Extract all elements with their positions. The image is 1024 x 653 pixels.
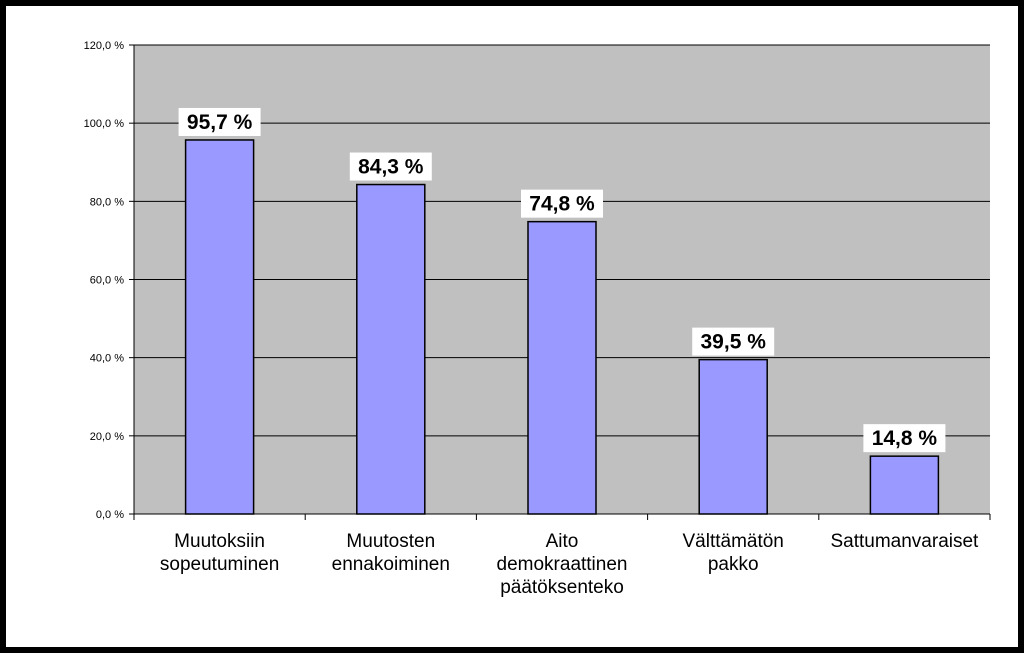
y-tick-label: 20,0 % [90,431,124,443]
data-label: 14,8 % [872,427,938,450]
data-label: 95,7 % [187,111,253,134]
y-tick-label: 100,0 % [84,118,125,130]
bar [356,183,426,515]
bar [527,220,597,515]
data-label-box [521,189,603,218]
y-tick-label: 60,0 % [90,275,124,287]
data-label-box [692,327,775,356]
category-label: Sattumanvaraiset [830,531,979,552]
data-label: 84,3 % [358,156,424,179]
y-tick-label: 0,0 % [96,509,124,521]
data-label-box [178,107,261,136]
data-label: 74,8 % [529,193,595,216]
category-label: Muutosten ennakoiminen [332,531,450,575]
data-label: 39,5 % [701,331,767,354]
data-label-box [863,424,946,453]
y-tick-label: 40,0 % [90,353,124,365]
y-tick-label: 120,0 % [84,40,125,52]
category-label: Aito demokraattinen päätöksenteko [497,531,628,598]
data-label-box [349,152,432,181]
category-label: Muutoksiin sopeutuminen [160,531,279,575]
bar [184,139,255,515]
bar [869,455,940,515]
y-tick-label: 80,0 % [90,196,124,208]
category-label: Välttämätön pakko [682,531,783,575]
bar [698,358,768,515]
